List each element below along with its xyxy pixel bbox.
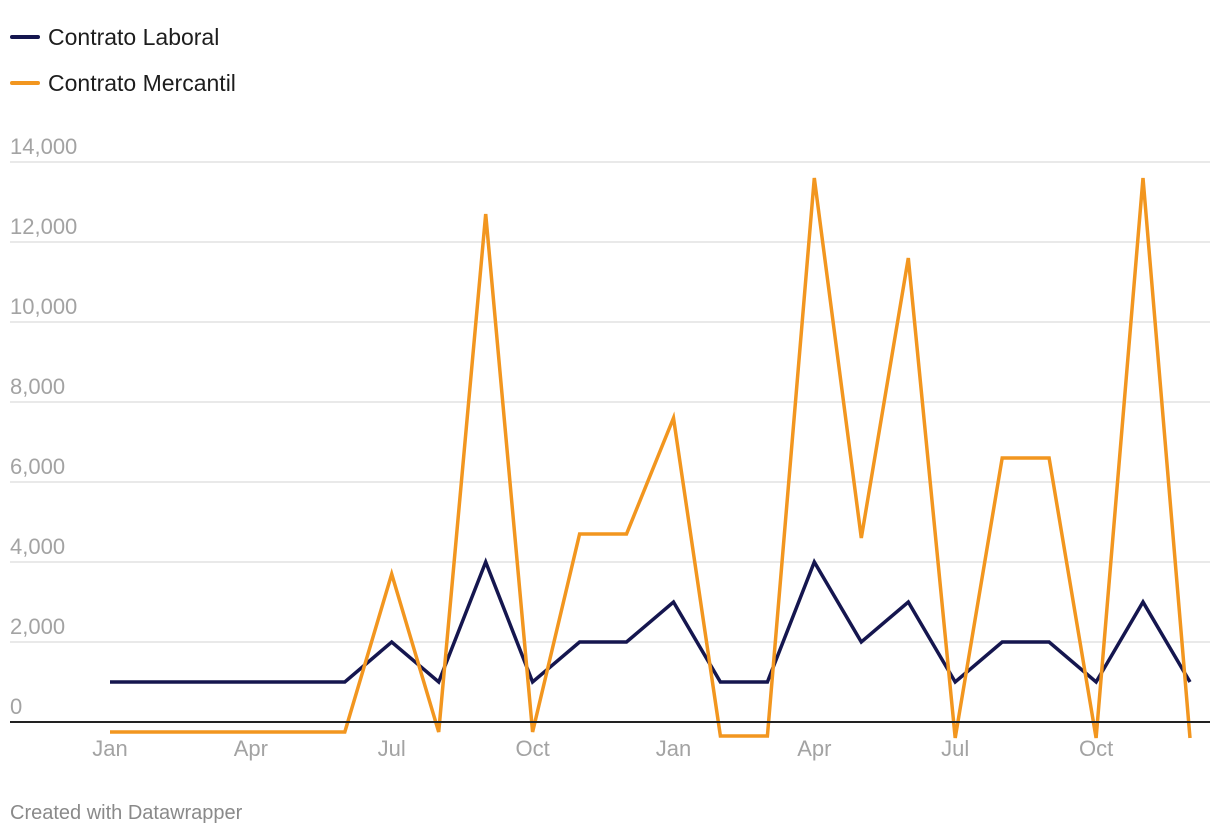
- y-tick-label: 8,000: [10, 374, 65, 399]
- x-tick-label: Oct: [1079, 736, 1113, 761]
- series-line-mercantil: [110, 177, 1192, 739]
- x-tick-label: Apr: [797, 736, 831, 761]
- legend-swatch-laboral: [10, 35, 40, 39]
- y-tick-label: 0: [10, 694, 22, 719]
- y-tick-label: 12,000: [10, 214, 77, 239]
- legend-label-laboral: Contrato Laboral: [48, 23, 220, 50]
- x-tick-label: Oct: [515, 736, 549, 761]
- x-tick-label: Jul: [378, 736, 406, 761]
- y-tick-label: 10,000: [10, 294, 77, 319]
- y-tick-label: 14,000: [10, 134, 77, 159]
- series-line-laboral: [110, 557, 1192, 685]
- x-tick-label: Apr: [234, 736, 268, 761]
- footer-credit: Created with Datawrapper: [10, 802, 243, 824]
- y-tick-label: 2,000: [10, 614, 65, 639]
- y-tick-label: 4,000: [10, 534, 65, 559]
- legend: Contrato Laboral Contrato Mercantil: [10, 14, 236, 106]
- y-tick-label: 6,000: [10, 454, 65, 479]
- legend-item-laboral: Contrato Laboral: [10, 14, 236, 60]
- x-tick-label: Jan: [656, 736, 691, 761]
- x-tick-label: Jan: [92, 736, 127, 761]
- x-tick-label: Jul: [941, 736, 969, 761]
- legend-swatch-mercantil: [10, 81, 40, 85]
- legend-item-mercantil: Contrato Mercantil: [10, 60, 236, 106]
- legend-label-mercantil: Contrato Mercantil: [48, 69, 236, 96]
